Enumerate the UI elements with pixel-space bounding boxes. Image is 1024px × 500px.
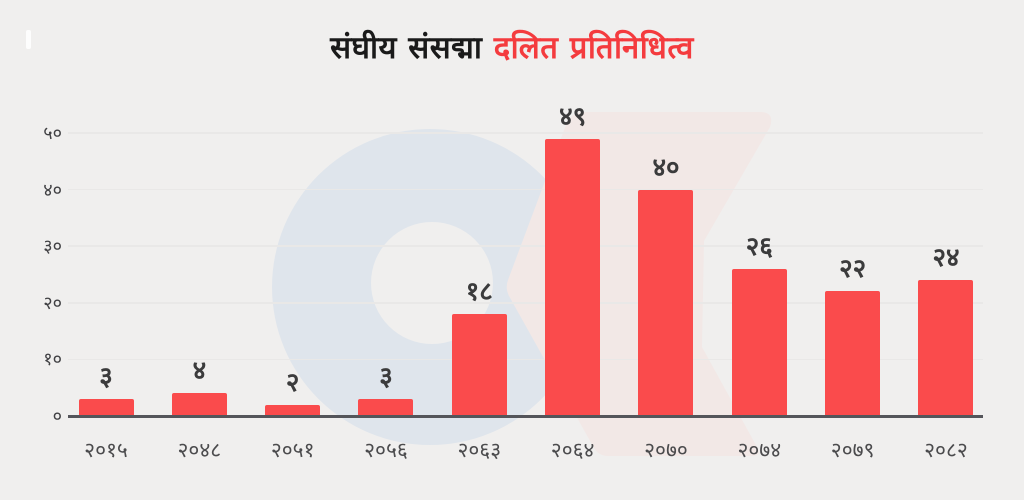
- bar: [171, 393, 227, 416]
- gridline: [68, 188, 983, 191]
- x-axis-label: २०५६: [364, 438, 408, 462]
- bar-value-label: ४०: [652, 152, 680, 183]
- bar-value-label: ३: [99, 362, 113, 393]
- y-axis-tick-label: २०: [43, 292, 62, 314]
- bar-value-label: २६: [745, 231, 773, 262]
- x-axis-label: २०७०: [644, 438, 688, 462]
- chart-title: संघीय संसद्मा दलित प्रतिनिधित्व: [0, 26, 1024, 68]
- x-axis-line: [68, 415, 983, 418]
- bar-value-label: ४: [192, 356, 207, 387]
- bar-value-label: ३: [379, 362, 393, 393]
- x-axis-label: २०७४: [737, 438, 782, 462]
- chart-title-red: दलित प्रतिनिधित्व: [493, 30, 694, 66]
- y-axis-tick-label: ३०: [43, 236, 62, 258]
- y-axis-tick-label: ०: [52, 406, 62, 427]
- corner-mark: [26, 30, 31, 49]
- bar: [78, 399, 134, 416]
- bar: [451, 314, 507, 416]
- x-axis-label: २०६३: [457, 438, 502, 462]
- gridline: [68, 132, 983, 134]
- y-axis-tick-label: १०: [43, 349, 62, 371]
- x-axis-label: २०५१: [270, 438, 315, 462]
- bar: [825, 291, 881, 416]
- bar: [731, 268, 787, 416]
- bar-value-label: २४: [932, 243, 960, 274]
- bar: [545, 138, 601, 416]
- x-axis-label: २०४८: [177, 438, 222, 462]
- x-axis-label: २०६४: [550, 438, 595, 462]
- x-axis-label: २०८२: [924, 438, 968, 462]
- gridline: [68, 245, 983, 247]
- bar-value-label: २२: [839, 254, 867, 285]
- bar-value-label: २: [285, 367, 300, 398]
- bar: [638, 189, 694, 416]
- bar: [918, 280, 974, 416]
- y-axis-tick-label: ५०: [43, 123, 62, 144]
- bar-value-label: ४९: [559, 101, 587, 132]
- chart-title-black: संघीय संसद्मा: [330, 30, 483, 66]
- x-axis-label: २०७९: [830, 438, 875, 462]
- y-axis-tick-label: ४०: [43, 179, 62, 201]
- bar-value-label: १८: [465, 277, 493, 308]
- bar: [358, 399, 414, 416]
- x-axis-label: २०१५: [84, 438, 128, 462]
